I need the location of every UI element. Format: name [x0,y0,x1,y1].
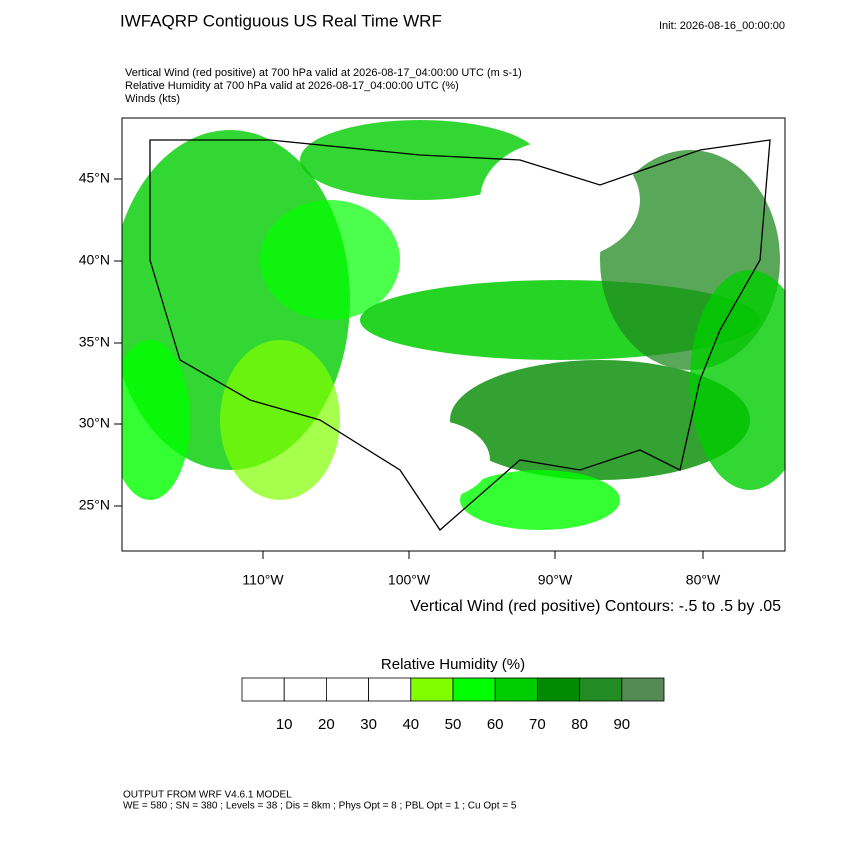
colorbar-label: 80 [571,716,588,733]
colorbar-box [452,677,496,702]
colorbar-title: Relative Humidity (%) [381,656,525,673]
colorbar: 10 20 30 40 50 60 70 80 90 [241,677,665,733]
colorbar-label: 40 [402,716,419,733]
contour-note: Vertical Wind (red positive) Contours: -… [410,598,781,615]
title: IWFAQRP Contiguous US Real Time WRF [120,11,442,30]
subtitles: Vertical Wind (red positive) at 700 hPa … [125,67,522,105]
colorbar-box [283,677,327,702]
colorbar-box [579,677,623,702]
colorbar-label: 60 [487,716,504,733]
subtitle-line: Relative Humidity at 700 hPa valid at 20… [125,80,459,92]
lat-label: 30°N [79,415,110,431]
colorbar-box [537,677,581,702]
colorbar-label: 20 [318,716,335,733]
colorbar-box [368,677,412,702]
colorbar-box [325,677,369,702]
colorbar-label: 50 [445,716,462,733]
footer-line: OUTPUT FROM WRF V4.6.1 MODEL [123,790,292,801]
map-field [122,118,785,551]
colorbar-label: 30 [360,716,377,733]
init-time: Init: 2026-08-16_00:00:00 [659,20,785,32]
lat-label: 40°N [79,252,110,268]
subtitle-line: Winds (kts) [125,93,180,105]
lat-label: 35°N [79,334,110,350]
subtitle-line: Vertical Wind (red positive) at 700 hPa … [125,67,522,79]
colorbar-label: 70 [529,716,546,733]
footer-line: WE = 580 ; SN = 380 ; Levels = 38 ; Dis … [123,801,517,812]
colorbar-label: 10 [276,716,293,733]
colorbar-box [410,677,454,702]
colorbar-box [241,677,285,702]
lon-label: 80°W [686,572,721,588]
lat-label: 25°N [79,497,110,513]
lon-label: 100°W [388,572,431,588]
map-frame [121,117,786,552]
colorbar-label: 90 [613,716,630,733]
lat-label: 45°N [79,170,110,186]
colorbar-box [621,677,665,702]
lon-label: 90°W [538,572,573,588]
colorbar-box [494,677,538,702]
map-axes: 45°N 40°N 35°N 30°N 25°N 110°W 100°W 90°W 80°W [79,170,721,588]
lon-label: 110°W [242,572,284,588]
